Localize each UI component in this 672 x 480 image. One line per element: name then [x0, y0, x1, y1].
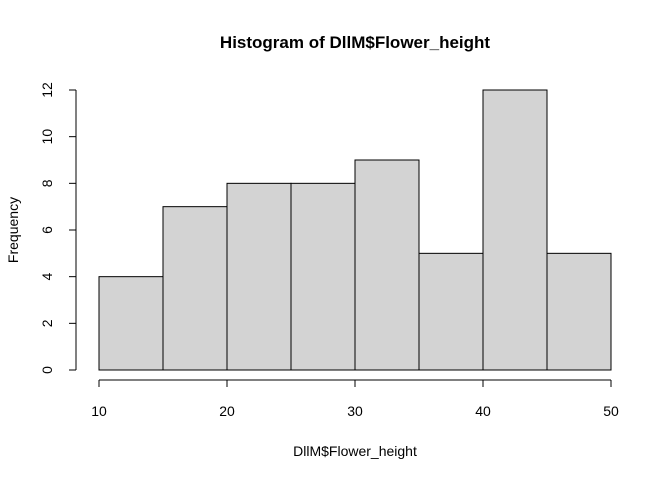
y-tick-label: 10 [39, 129, 55, 145]
histogram-bars [98, 89, 612, 371]
x-axis-label: DllM$Flower_height [293, 443, 417, 459]
histogram-bar [290, 182, 356, 371]
histogram-bar [418, 252, 484, 371]
x-tick-label: 50 [603, 403, 619, 419]
chart-title: Histogram of DllM$Flower_height [220, 33, 490, 52]
y-tick-label: 2 [39, 319, 55, 327]
x-tick-label: 10 [91, 403, 107, 419]
histogram-bar [482, 89, 548, 371]
histogram-bar [226, 182, 292, 371]
y-tick-label: 4 [39, 273, 55, 281]
x-axis: 10 20 30 40 50 [91, 379, 619, 419]
y-axis-label: Frequency [5, 197, 21, 263]
y-axis: 0 2 4 6 8 10 12 [39, 82, 77, 374]
histogram-bar [98, 276, 164, 371]
y-tick-label: 0 [39, 366, 55, 374]
y-tick-label: 6 [39, 226, 55, 234]
x-tick-label: 30 [347, 403, 363, 419]
y-tick-label: 8 [39, 179, 55, 187]
histogram-bar [354, 159, 420, 371]
x-tick-label: 40 [475, 403, 491, 419]
x-tick-label: 20 [219, 403, 235, 419]
y-tick-label: 12 [39, 82, 55, 98]
histogram-bar [546, 252, 612, 371]
histogram-bar [162, 206, 228, 371]
